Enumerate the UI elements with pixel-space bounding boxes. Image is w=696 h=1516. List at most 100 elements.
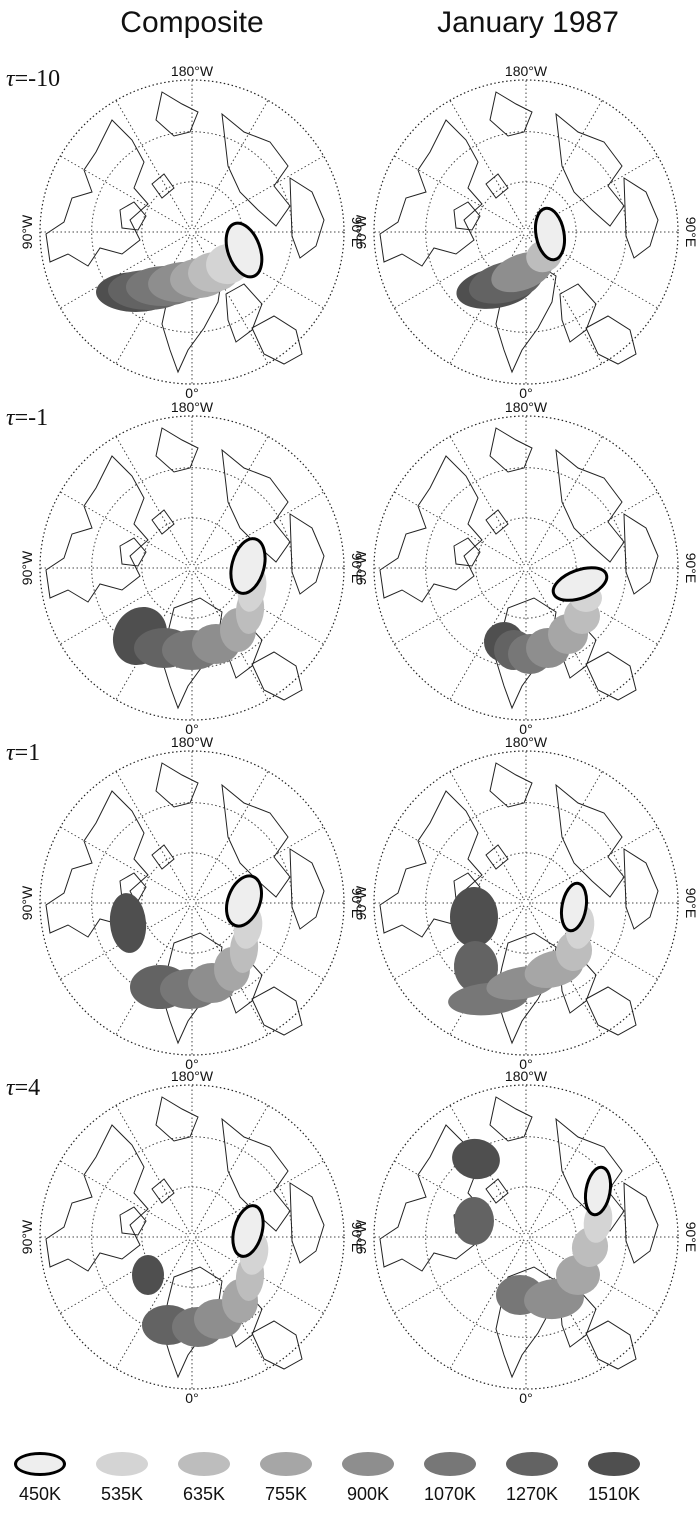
vortex-ellipse-1510K	[132, 1255, 164, 1295]
map-label-top: 180°W	[171, 399, 214, 415]
map-label-left: 90°W	[353, 214, 369, 249]
polar-map-r2-c1: 180°W 0° 90°W 90°E	[19, 399, 365, 737]
legend-label: 900K	[346, 1484, 390, 1504]
longitude-line	[449, 436, 524, 564]
coastline	[555, 1117, 625, 1232]
coastline	[45, 119, 149, 267]
longitude-line	[60, 1239, 188, 1314]
map-label-bottom: 0°	[519, 721, 532, 737]
vortex-ellipse-1270K	[454, 1197, 494, 1245]
map-label-bottom: 0°	[185, 1056, 198, 1072]
coastline	[221, 448, 291, 563]
map-label-right: 90°E	[683, 888, 696, 919]
coastline	[155, 1096, 199, 1142]
legend-label: 1510K	[587, 1484, 641, 1504]
coastline	[289, 513, 325, 595]
coastline	[555, 448, 625, 563]
coastline	[251, 1320, 303, 1370]
legend-item-755K: 755K	[241, 1452, 331, 1505]
tau-symbol: τ	[6, 740, 15, 766]
latitude-ring	[187, 563, 197, 573]
longitude-line	[196, 155, 324, 230]
longitude-line	[530, 905, 658, 980]
map-label-right: 90°E	[349, 1222, 365, 1253]
map-boundary	[39, 415, 345, 721]
map-label-bottom: 0°	[519, 1390, 532, 1406]
coastline	[489, 91, 533, 137]
coastline	[489, 427, 533, 473]
longitude-line	[528, 771, 603, 899]
longitude-line	[194, 436, 269, 564]
longitude-line	[394, 491, 522, 566]
tau-label-row-2: τ=-1	[6, 405, 48, 432]
latitude-ring	[521, 563, 531, 573]
map-label-left: 90°W	[353, 550, 369, 585]
longitude-line	[115, 771, 190, 899]
coastline	[155, 762, 199, 808]
map-boundary	[373, 415, 679, 721]
longitude-line	[449, 100, 524, 228]
longitude-line	[60, 1160, 188, 1235]
map-label-right: 90°E	[349, 888, 365, 919]
legend-item-1070K: 1070K	[405, 1452, 495, 1505]
coastline	[379, 1124, 483, 1272]
vortex-ellipse-1510K	[109, 893, 147, 953]
longitude-line	[115, 1241, 190, 1369]
map-label-top: 180°W	[171, 1068, 214, 1084]
coastline	[45, 1124, 149, 1272]
tau-value: =-1	[14, 405, 49, 431]
longitude-line	[196, 905, 324, 980]
vortex-ellipse-450K	[551, 566, 609, 602]
polar-map-r4-c2: 180°W 0° 90°W 90°E	[353, 1068, 696, 1406]
map-label-top: 180°W	[505, 399, 548, 415]
legend-label: 1270K	[505, 1484, 559, 1504]
coastline	[251, 651, 303, 701]
longitude-line	[196, 491, 324, 566]
coastline	[379, 119, 483, 267]
legend-item-635K: 635K	[159, 1452, 249, 1505]
legend-item-535K: 535K	[77, 1452, 167, 1505]
map-boundary	[373, 1084, 679, 1390]
map-label-right: 90°E	[683, 217, 696, 248]
coastline	[151, 509, 175, 535]
map-label-right: 90°E	[349, 553, 365, 584]
longitude-line	[394, 155, 522, 230]
tau-value: =-10	[14, 66, 61, 92]
longitude-line	[449, 1241, 524, 1369]
coastline	[585, 986, 637, 1036]
longitude-line	[196, 1160, 324, 1235]
legend-swatch	[588, 1452, 640, 1476]
map-label-bottom: 0°	[185, 1390, 198, 1406]
longitude-line	[394, 1239, 522, 1314]
coastline	[585, 651, 637, 701]
coastline	[489, 1096, 533, 1142]
map-label-top: 180°W	[505, 1068, 548, 1084]
longitude-line	[530, 826, 658, 901]
coastline	[555, 783, 625, 898]
coastline	[485, 173, 509, 199]
coastline	[585, 315, 637, 365]
longitude-line	[194, 100, 269, 228]
map-boundary	[373, 79, 679, 385]
coastline	[289, 1182, 325, 1264]
longitude-line	[394, 234, 522, 309]
vortex-ellipse-450K	[559, 881, 589, 933]
vortex-ellipse-450K	[583, 1165, 613, 1217]
map-label-bottom: 0°	[185, 721, 198, 737]
coastline	[485, 1178, 509, 1204]
map-label-left: 90°W	[19, 885, 35, 920]
vortex-ellipse-1510K	[452, 1138, 500, 1180]
legend: 450K 535K 635K 755K 900K 1070K 1270K 1510K	[0, 1452, 696, 1516]
coastline	[151, 844, 175, 870]
vortex-ellipse-1510K	[450, 887, 498, 947]
legend-swatch	[260, 1452, 312, 1476]
map-boundary	[39, 1084, 345, 1390]
coastline	[485, 844, 509, 870]
latitude-ring	[187, 227, 197, 237]
map-boundary	[39, 750, 345, 1056]
coastline	[453, 537, 481, 567]
coastline	[623, 848, 659, 930]
map-label-left: 90°W	[19, 1219, 35, 1254]
longitude-line	[394, 905, 522, 980]
longitude-line	[115, 436, 190, 564]
